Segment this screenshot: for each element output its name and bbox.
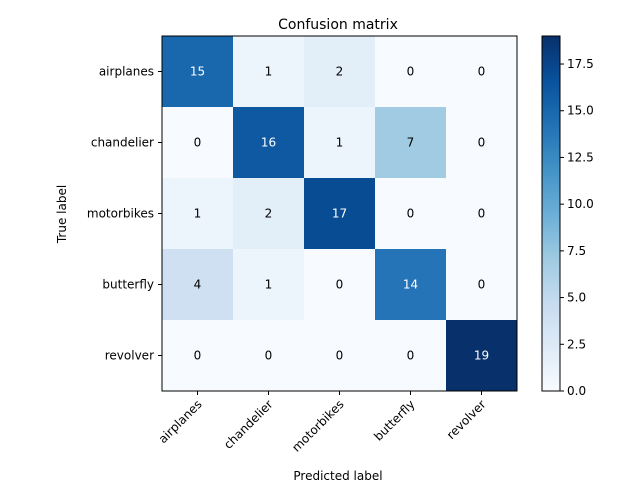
x-tick-label: airplanes [156, 397, 205, 446]
heatmap-cell [304, 107, 376, 179]
y-tick-label: revolver [105, 349, 154, 363]
heatmap-cell [375, 178, 447, 250]
heatmap-cells [162, 36, 518, 392]
cell-value-label: 0 [478, 136, 486, 150]
cell-value-label: 1 [265, 278, 273, 292]
cell-value-label: 0 [265, 349, 273, 363]
colorbar-tick-label: 15.0 [567, 104, 594, 118]
cell-value-label: 0 [478, 278, 486, 292]
heatmap-cell [304, 36, 376, 108]
heatmap-cell [375, 320, 447, 392]
heatmap-cell [233, 36, 305, 108]
colorbar-tick-label: 5.0 [567, 291, 586, 305]
cell-value-label: 1 [265, 65, 273, 79]
heatmap-cell [233, 249, 305, 321]
colorbar-tick-label: 7.5 [567, 244, 586, 258]
cell-value-label: 0 [407, 207, 415, 221]
heatmap-cell [304, 178, 376, 250]
y-tick-label: chandelier [91, 136, 154, 150]
colorbar-tick-label: 12.5 [567, 150, 594, 164]
heatmap-cell [375, 36, 447, 108]
colorbar-tick-label: 2.5 [567, 337, 586, 351]
heatmap-cell [162, 107, 234, 179]
x-tick-label: chandelier [221, 397, 276, 452]
heatmap-cell [446, 36, 518, 108]
y-tick-label: butterfly [102, 278, 154, 292]
heatmap-cell [233, 320, 305, 392]
heatmap-cell [375, 107, 447, 179]
cell-value-label: 0 [194, 136, 202, 150]
cell-value-label: 1 [194, 207, 202, 221]
cell-value-label: 2 [336, 65, 344, 79]
cell-value-label: 19 [474, 349, 489, 363]
cell-value-label: 14 [403, 278, 418, 292]
cell-value-label: 0 [336, 278, 344, 292]
heatmap-cell [304, 249, 376, 321]
cell-value-labels: 15 1 2 0 00 16 1 7 01 2 17 0 04 1 0 14 00 0 0 0 19 [190, 65, 489, 363]
cell-value-label: 0 [478, 207, 486, 221]
chart-title: Confusion matrix [278, 17, 398, 33]
cell-value-label: 0 [194, 349, 202, 363]
cell-value-label: 7 [407, 136, 415, 150]
y-tick-label: motorbikes [87, 207, 154, 221]
heatmap-cell [162, 36, 234, 108]
colorbar-tick-label: 10.0 [567, 197, 594, 211]
colorbar-tick-label: 0.0 [567, 384, 586, 398]
cell-value-label: 16 [261, 136, 276, 150]
colorbar-tick-label: 17.5 [567, 57, 594, 71]
x-tick-label: butterfly [371, 397, 417, 443]
x-tick-label: revolver [444, 397, 489, 442]
cell-value-label: 0 [336, 349, 344, 363]
colorbar-gradient [541, 35, 561, 392]
x-axis-label: Predicted label [293, 469, 382, 480]
cell-value-label: 2 [265, 207, 273, 221]
cell-value-label: 4 [194, 278, 202, 292]
heatmap-cell [162, 320, 234, 392]
heatmap-cell [162, 249, 234, 321]
cell-value-label: 0 [407, 349, 415, 363]
y-axis-label: True label [55, 185, 69, 244]
heatmap-cell [446, 320, 518, 392]
y-ticks: airplanes chandelier motorbikes butterfly re… [87, 65, 162, 363]
heatmap-cell [304, 320, 376, 392]
heatmap-cell [446, 107, 518, 179]
cell-value-label: 0 [478, 65, 486, 79]
colorbar: 0.0 2.5 5.0 7.5 10.0 12.5 15.0 17.5 [541, 35, 594, 398]
cell-value-label: 15 [190, 65, 205, 79]
cell-value-label: 0 [407, 65, 415, 79]
x-tick-label: motorbikes [289, 397, 346, 454]
heatmap-cell [233, 107, 305, 179]
heatmap-cell [446, 249, 518, 321]
heatmap-cell [162, 178, 234, 250]
y-tick-label: airplanes [99, 65, 154, 79]
x-ticks: airplanes chandelier motorbikes butterfly re… [156, 391, 489, 455]
heatmap-cell [375, 249, 447, 321]
cell-value-label: 17 [332, 207, 347, 221]
heatmap-cell [233, 178, 305, 250]
heatmap-cell [446, 178, 518, 250]
cell-value-label: 1 [336, 136, 344, 150]
